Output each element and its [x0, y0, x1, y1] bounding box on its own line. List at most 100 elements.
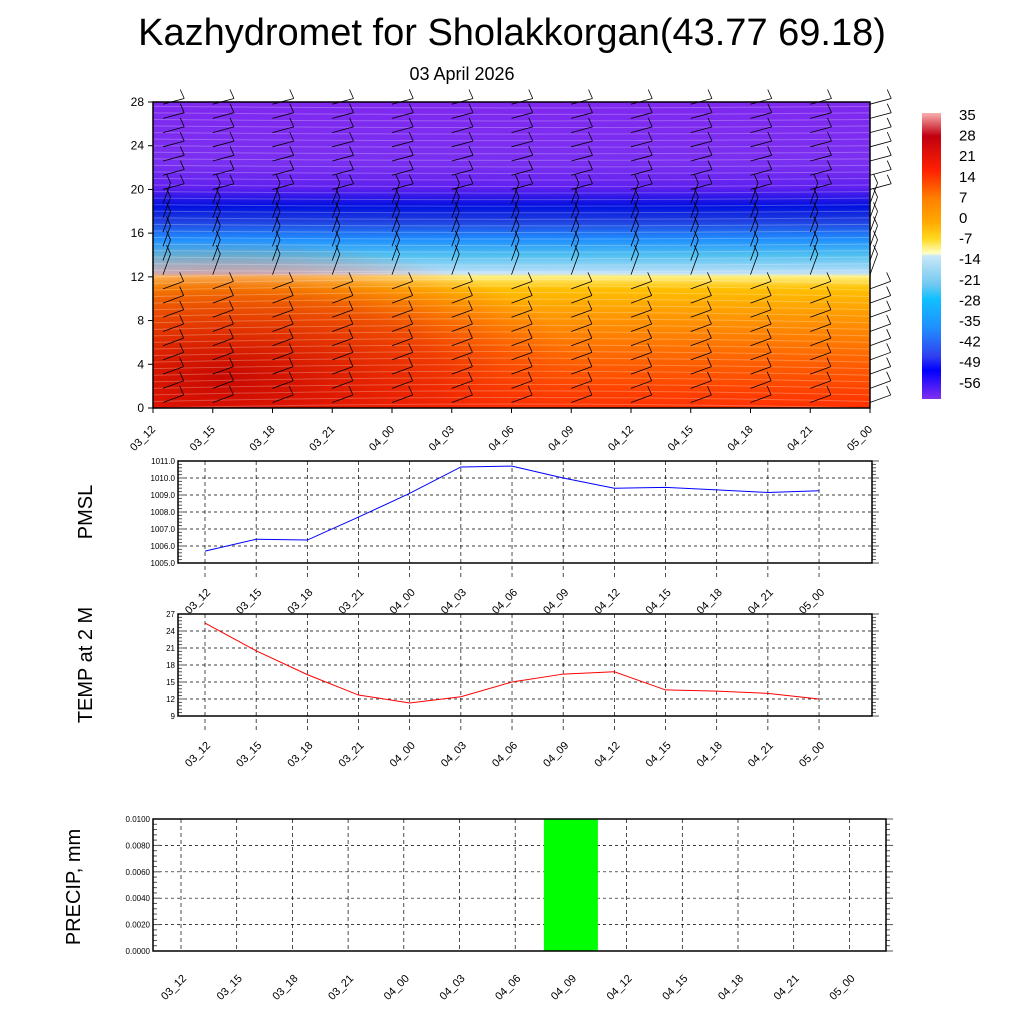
wind-barb: [331, 202, 341, 233]
x-tick-label: 04_15: [660, 973, 690, 1003]
wind-barb: [511, 314, 533, 332]
wind-barb: [212, 371, 234, 389]
wind-barb: [630, 174, 653, 190]
x-tick-label: 05_00: [845, 424, 875, 454]
wind-barb: [272, 174, 295, 190]
wind-barb: [451, 146, 474, 162]
isotherm: [152, 217, 871, 220]
isotherm: [152, 344, 871, 350]
isotherm: [152, 324, 871, 330]
wind-barb: [869, 286, 892, 304]
wind-barb: [690, 300, 712, 318]
wind-barb: [451, 329, 473, 347]
wind-barb: [391, 272, 414, 290]
wind-barb: [869, 230, 878, 261]
wind-barb: [451, 244, 460, 275]
colorbar-label: 21: [959, 148, 976, 165]
x-tick-label: 04_12: [592, 587, 622, 617]
isotherm: [152, 118, 871, 122]
wind-barb: [272, 357, 294, 375]
wind-barb: [690, 343, 712, 361]
wind-barb: [272, 188, 281, 218]
isotherm: [152, 210, 871, 214]
wind-barb: [331, 230, 341, 261]
y-axis-label: PRECIP, mm: [63, 829, 85, 945]
wind-barb: [869, 103, 892, 119]
x-tick-label: 04_09: [549, 973, 579, 1003]
wind-barb: [391, 357, 414, 375]
x-tick-label: 04_00: [382, 973, 412, 1003]
wind-barb: [809, 202, 819, 233]
wind-barb: [571, 117, 593, 133]
wind-barb: [750, 314, 772, 332]
x-tick-label: 04_09: [541, 740, 571, 770]
x-tick-label: 04_18: [695, 740, 725, 770]
y-tick-label: 1011.0: [151, 457, 175, 466]
wind-barb: [511, 117, 534, 133]
isotherm: [152, 164, 871, 168]
isotherm: [152, 337, 871, 343]
chart-subtitle: 03 April 2026: [409, 64, 515, 84]
x-tick-label: 04_09: [546, 424, 576, 454]
wind-barb: [810, 343, 832, 361]
wind-barb: [571, 174, 593, 190]
wind-barb: [332, 314, 354, 332]
x-tick-label: 04_18: [695, 587, 725, 617]
isotherm: [152, 263, 871, 266]
wind-barb: [212, 146, 235, 162]
y-axis-label: PMSL: [75, 485, 97, 539]
wind-barb: [391, 286, 414, 304]
wind-barb: [630, 188, 639, 218]
wind-barb: [332, 357, 354, 375]
wind-barb: [869, 371, 892, 389]
plot-frame: [177, 613, 873, 717]
wind-barb: [212, 131, 235, 148]
wind-barb: [212, 188, 221, 218]
wind-barb: [162, 173, 171, 204]
wind-barb: [212, 230, 221, 261]
wind-barb: [869, 188, 878, 218]
plot-frame: [152, 818, 887, 952]
x-tick-label: 05_00: [827, 973, 857, 1003]
x-tick-label: 03_12: [183, 587, 213, 617]
wind-barb: [212, 202, 221, 233]
wind-barb: [810, 103, 832, 119]
wind-barb: [511, 230, 520, 261]
wind-barb: [451, 300, 473, 318]
wind-barb: [630, 103, 653, 119]
wind-barb: [570, 202, 580, 233]
wind-barb: [750, 146, 773, 162]
wind-barb: [810, 117, 832, 133]
wind-barb: [690, 146, 713, 162]
isotherm: [152, 184, 871, 188]
y-tick-label: 0.0080: [126, 841, 151, 850]
wind-barb: [630, 272, 653, 290]
wind-barb: [630, 117, 653, 133]
colorbar-label: -49: [959, 354, 981, 371]
wind-barb: [451, 230, 460, 261]
wind-barb: [332, 160, 354, 176]
wind-barb: [451, 216, 460, 247]
wind-barb: [630, 286, 653, 304]
wind-barb: [332, 117, 354, 133]
wind-barb: [162, 286, 185, 304]
wind-barb: [750, 188, 759, 218]
y-tick-label: 15: [166, 678, 175, 687]
wind-barb: [750, 371, 772, 389]
wind-barb: [162, 188, 171, 218]
wind-barb: [331, 188, 341, 218]
x-tick-label: 04_03: [427, 424, 457, 454]
y-tick-label: 1008.0: [151, 508, 176, 517]
wind-barb: [750, 230, 759, 261]
wind-barb: [810, 329, 832, 347]
wind-barb: [809, 230, 819, 261]
wind-barb: [511, 272, 533, 290]
x-tick-label: 04_00: [388, 740, 418, 770]
y-tick-label: 20: [131, 182, 145, 196]
wind-barb: [690, 286, 712, 304]
x-tick-label: 03_21: [337, 740, 367, 770]
x-tick-label: 04_00: [388, 587, 418, 617]
wind-barb: [809, 216, 819, 247]
wind-barb: [272, 202, 281, 233]
